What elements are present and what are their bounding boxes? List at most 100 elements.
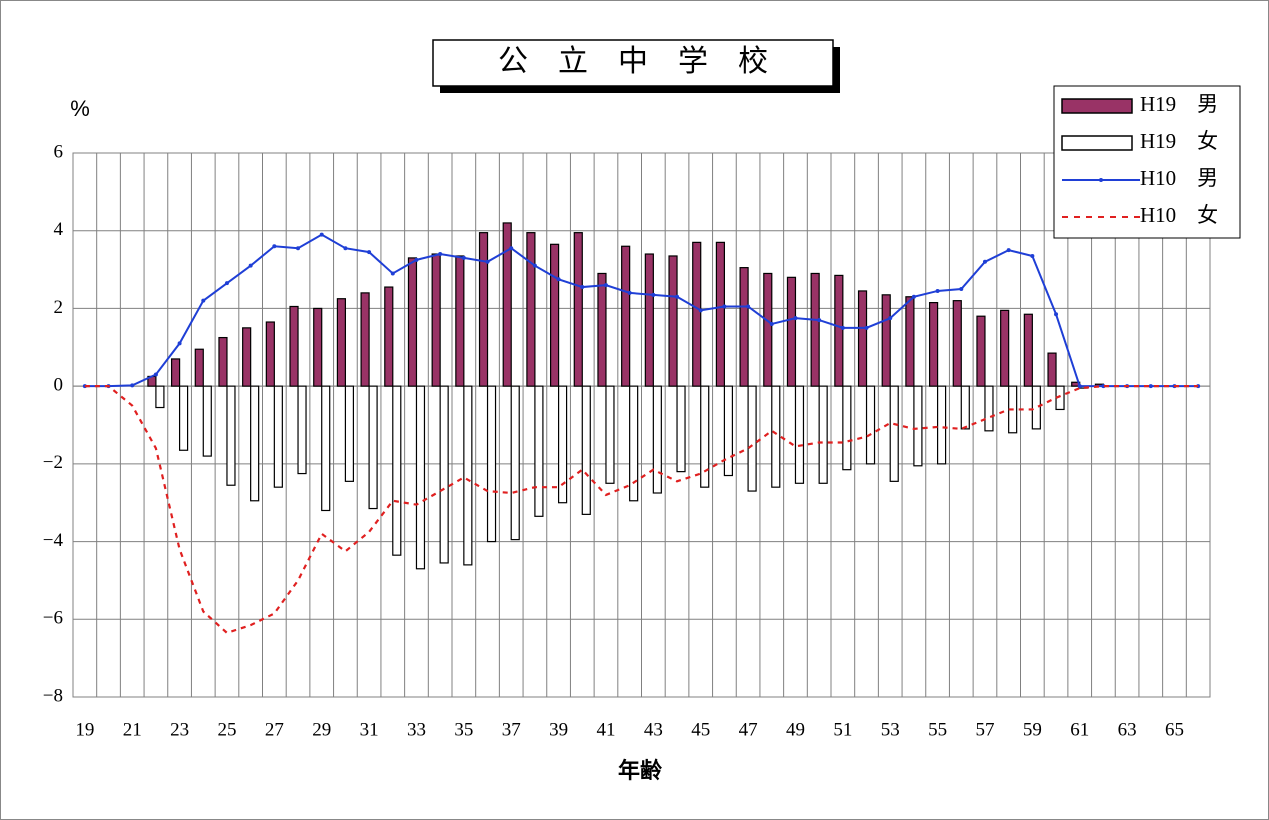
bar [818,385,828,484]
bar [794,385,805,484]
bar [771,385,781,488]
bar [218,336,228,387]
line-marker [438,252,443,257]
line-marker [296,246,301,251]
bar [763,272,773,387]
bar [250,385,260,502]
line-marker [224,281,229,286]
legend-swatch [1061,135,1133,151]
bar [889,385,899,482]
y-tick-label: 2 [54,297,64,318]
line-marker [1054,312,1059,317]
chart-title: 公 立 中 学 校 [498,45,768,78]
y-tick-label: −8 [43,685,63,706]
x-tick-label: 33 [407,719,426,740]
x-tick-label: 47 [739,719,758,740]
bar [392,385,402,556]
y-axis-label: % [70,96,90,121]
bar [581,385,591,515]
bar [526,232,536,387]
legend-swatch [1061,98,1133,114]
x-tick-label: 57 [975,719,994,740]
bar [273,385,283,488]
y-tick-label: −6 [43,608,63,629]
x-tick-label: 35 [454,719,473,740]
bar [857,290,868,387]
line-marker [769,321,774,326]
bar [692,241,702,387]
line-marker [722,304,727,309]
bar [226,385,236,486]
title-box [432,39,834,87]
line-marker [959,287,964,291]
bar [652,385,662,494]
x-tick-label: 55 [928,719,947,740]
bar [202,385,212,457]
bar [928,302,939,387]
x-tick-label: 43 [644,719,663,740]
line-marker [1030,253,1035,258]
line-marker [817,318,822,323]
x-tick-label: 21 [123,719,142,740]
bar [573,232,583,387]
bar [313,307,323,387]
bar [360,292,370,387]
line-marker [177,341,182,346]
line-marker [153,372,158,377]
bar [629,385,639,502]
x-tick-label: 49 [786,719,805,740]
bar [549,243,560,387]
bar [644,253,654,387]
bar [384,286,394,387]
bar [905,296,915,387]
line-marker [556,277,561,282]
bar [297,385,307,475]
line-marker [1077,384,1082,389]
line-marker [319,232,324,237]
bar [984,385,994,432]
bar [913,385,923,467]
line-marker [627,290,632,295]
line-marker [414,257,419,262]
bar [344,385,355,482]
line-marker [367,250,372,255]
bar [431,253,441,387]
line-marker [746,304,751,309]
x-axis-label: 年齢 [618,758,663,784]
line [84,385,1199,635]
legend-marker [1099,178,1103,182]
line-marker [864,325,869,330]
line-marker [509,246,514,251]
bar [478,232,489,387]
bar [976,315,986,387]
bar [407,257,418,387]
x-tick-label: 19 [75,719,94,740]
bar [865,385,876,465]
line-marker [130,383,135,388]
line-marker [698,308,703,313]
line-marker [485,259,490,264]
x-tick-label: 45 [691,719,710,740]
y-tick-label: 0 [54,375,64,396]
legend-label: H19 男 [1140,92,1218,116]
bar [960,385,970,430]
bar [510,385,520,541]
line-marker [461,255,466,260]
x-tick-label: 31 [360,719,379,740]
bar [936,385,947,465]
x-tick-label: 25 [217,719,236,740]
x-tick-label: 63 [1118,719,1137,740]
y-tick-label: −4 [43,530,64,551]
x-tick-label: 51 [833,719,852,740]
bar [321,385,331,512]
line-marker [272,244,277,249]
x-tick-label: 41 [596,719,615,740]
bar [786,276,797,387]
bar [455,255,465,387]
legend-label: H10 女 [1140,203,1218,227]
line-marker [840,325,845,330]
x-tick-label: 61 [1070,719,1089,740]
bar [194,348,204,387]
x-tick-label: 39 [549,719,568,740]
bar [1047,352,1057,387]
